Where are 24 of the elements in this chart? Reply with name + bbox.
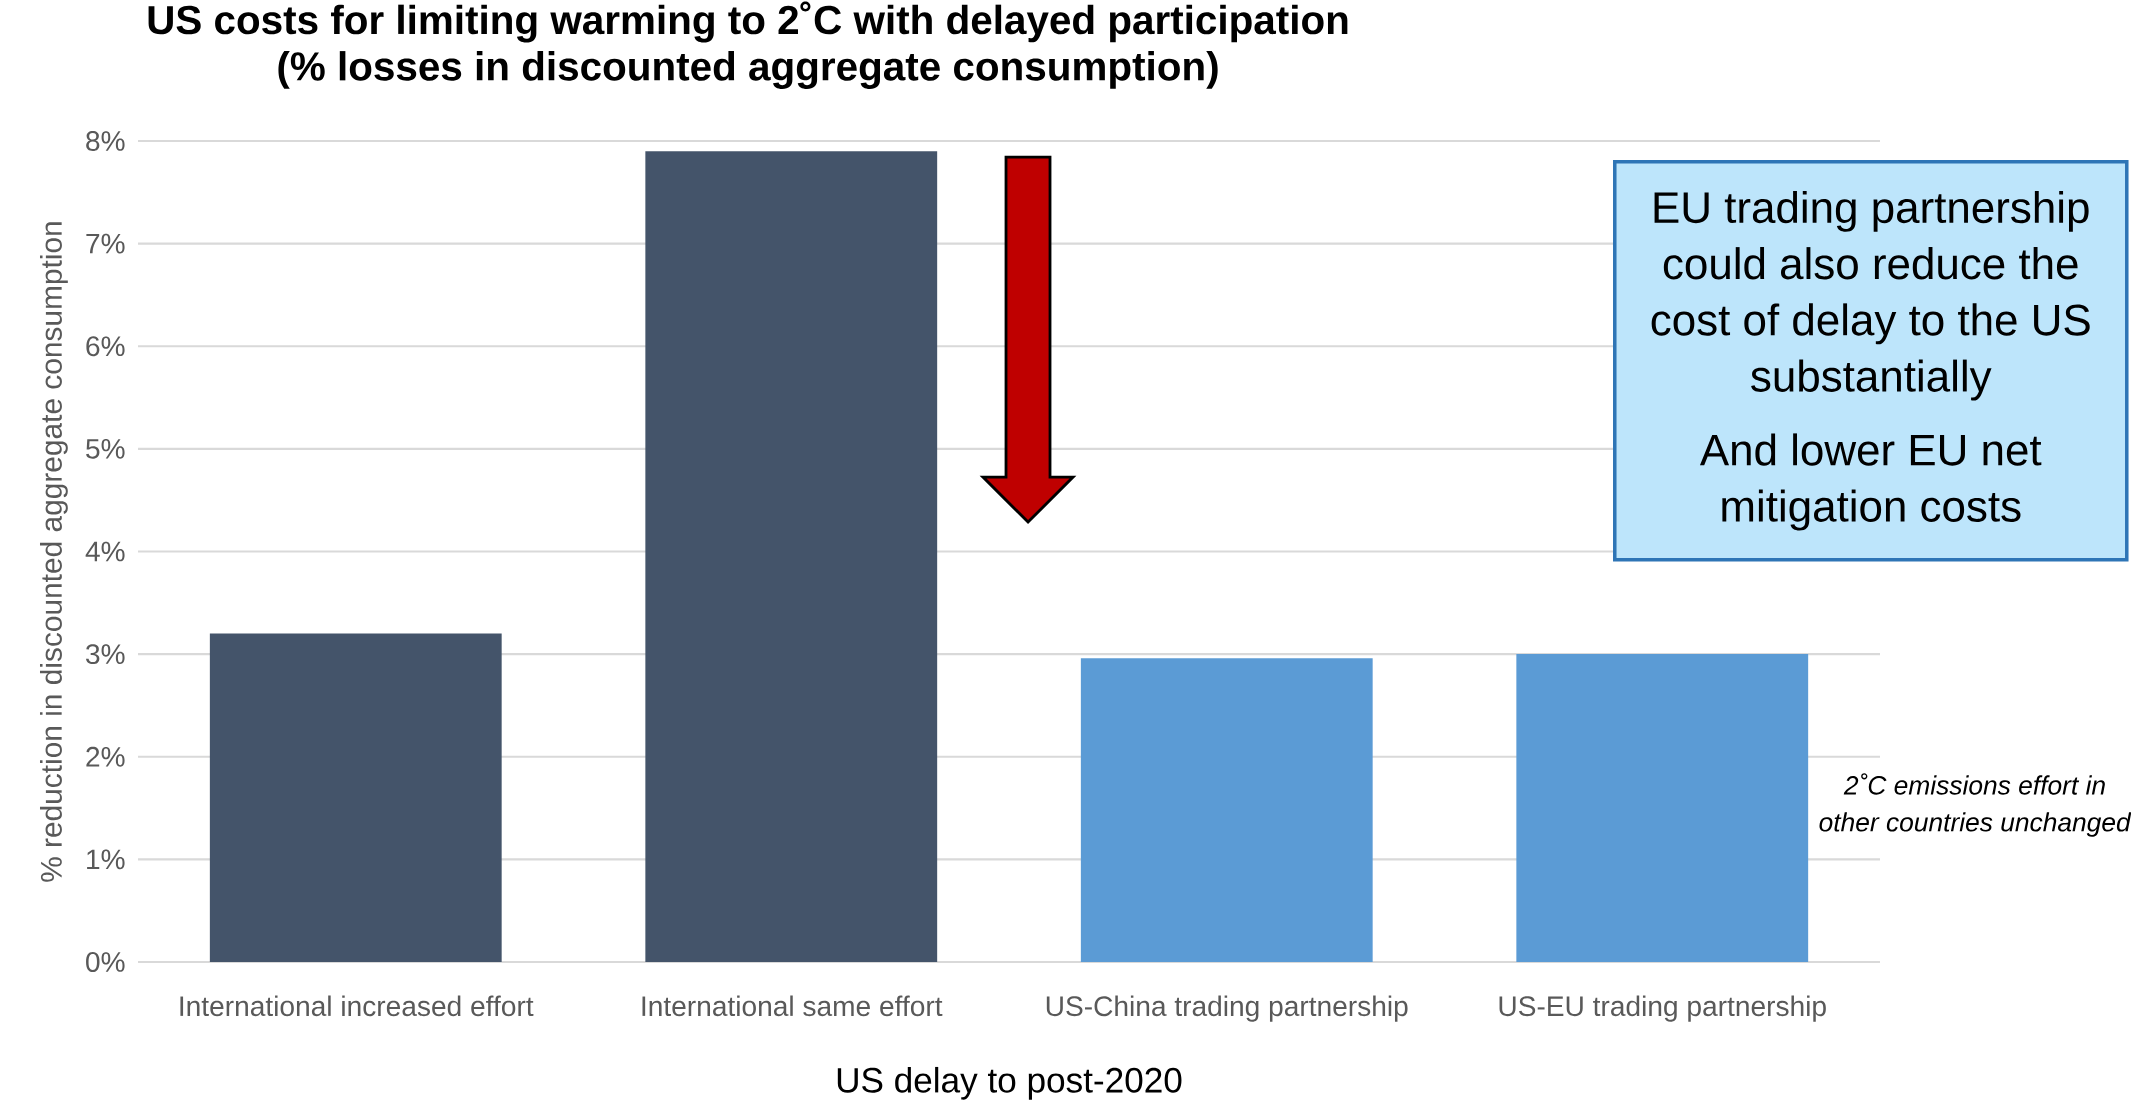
- y-tick-label: 4%: [85, 541, 125, 562]
- annotation: EU trading partnership could also reduce the cost of delay to the US substantially: [1651, 190, 2090, 401]
- bar: [645, 151, 938, 962]
- bar: [1516, 654, 1809, 962]
- x-axis-title: US delay to post-2020: [837, 1066, 1182, 1100]
- x-tick-label: International same effort: [642, 995, 943, 1017]
- x-tick-label: US-EU trading partnership: [1499, 995, 1826, 1022]
- chart-subtitle: (% losses in discounted aggregate consumption): [278, 51, 1218, 89]
- x-tick-label: US-China trading partnership: [1046, 995, 1408, 1022]
- bar: [1080, 658, 1373, 962]
- y-tick-label: 7%: [86, 233, 125, 254]
- bar: [209, 633, 502, 962]
- annotation: 2˚C emissions effort in other countries unchanged: [1819, 773, 2131, 837]
- y-tick-label: 5%: [86, 438, 125, 459]
- y-tick-label: 2%: [86, 746, 125, 767]
- y-axis-title: % reduction in discounted aggregate consumption: [39, 222, 68, 882]
- annotation: And lower EU net mitigation costs: [1699, 433, 2042, 531]
- y-tick-label: 1%: [87, 849, 125, 870]
- y-tick-label: 0%: [86, 952, 125, 972]
- chart-title: US costs for limiting warming to 2˚C with delayed participation: [148, 1, 1348, 43]
- y-tick-label: 8%: [86, 131, 125, 151]
- x-tick-label: International increased effort: [180, 995, 534, 1017]
- y-tick-label: 3%: [86, 644, 125, 665]
- y-tick-label: 6%: [86, 336, 125, 357]
